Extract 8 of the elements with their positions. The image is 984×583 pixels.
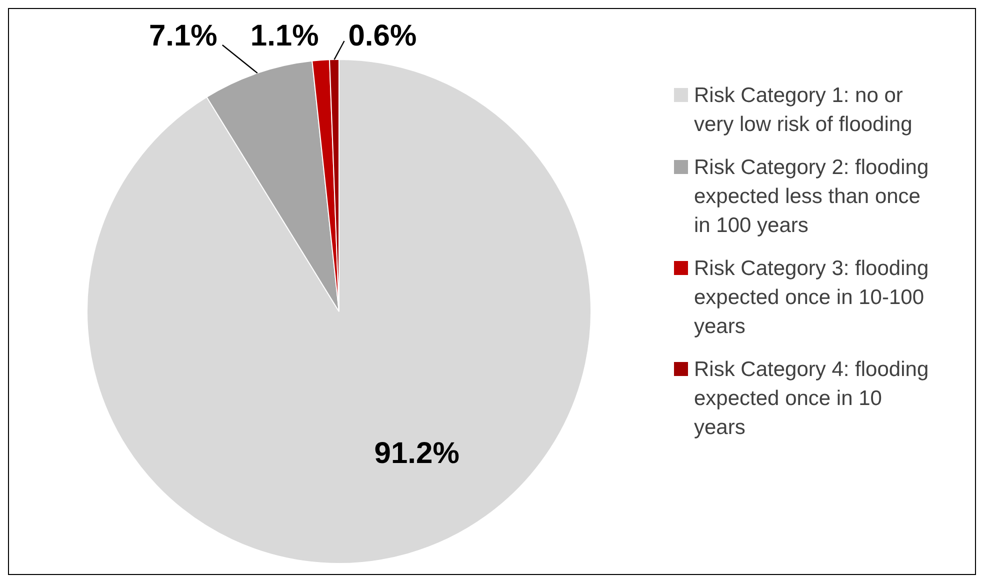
data-label: 7.1%: [148, 19, 218, 52]
legend-label: Risk Category 3: flooding expected once in 10-100 years: [694, 256, 930, 340]
legend-label: Risk Category 1: no or very low risk of flooding: [694, 83, 914, 138]
legend-label: Risk Category 2: flooding expected less than once in 100 years: [694, 155, 930, 239]
legend-label: Risk Category 4: flooding expected once in 10 years: [694, 357, 930, 441]
data-label: 91.2%: [374, 437, 460, 470]
data-label: 1.1%: [250, 19, 319, 52]
data-label: 0.6%: [348, 19, 417, 52]
